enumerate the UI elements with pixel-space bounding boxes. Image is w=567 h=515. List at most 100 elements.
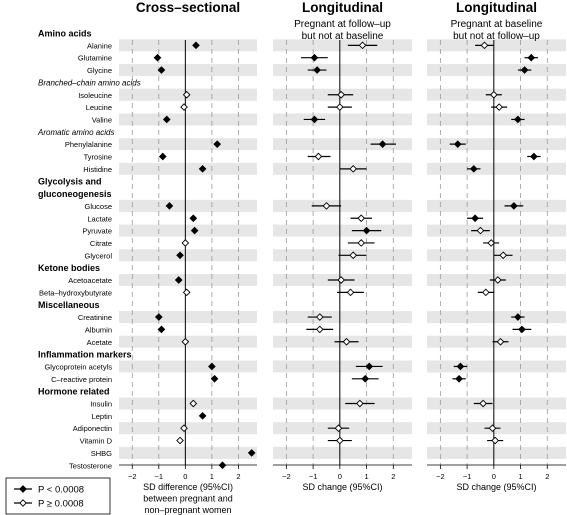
metabolite-label: Creatinine: [78, 313, 112, 322]
nonsignificant-estimate-marker: [479, 399, 487, 408]
nonsignificant-estimate-marker: [335, 103, 344, 111]
row-band: [273, 311, 412, 324]
x-tick-label: 1: [518, 472, 522, 481]
significant-estimate-marker: [189, 214, 198, 223]
group-subheader: Aromatic amino acids: [37, 128, 114, 137]
significant-estimate-marker: [469, 165, 478, 173]
nonsignificant-estimate-marker: [358, 41, 367, 50]
metabolite-label: Leucine: [86, 103, 112, 112]
metabolite-label: Citrate: [90, 239, 112, 248]
x-tick-label: 1: [210, 472, 214, 481]
nonsignificant-estimate-marker: [488, 424, 497, 433]
significant-estimate-marker: [527, 53, 536, 62]
significant-estimate-marker: [518, 325, 526, 334]
significant-estimate-marker: [247, 449, 256, 457]
x-tick-label: 2: [236, 472, 240, 481]
x-axis-label: SD difference (95%CI): [143, 482, 233, 492]
metabolite-label: Alanine: [87, 41, 112, 50]
significant-estimate-marker: [213, 140, 222, 148]
panel-subtitle: but not at follow–up: [453, 31, 540, 42]
x-tick-label: 0: [183, 472, 187, 481]
significant-estimate-marker: [313, 66, 321, 74]
metabolite-label: Albumin: [85, 325, 112, 334]
row-band: [119, 249, 257, 262]
significant-estimate-marker: [157, 325, 166, 334]
metabolite-label: Glutamine: [78, 54, 112, 63]
significant-estimate-marker: [176, 251, 184, 260]
nonsignificant-estimate-marker: [357, 214, 366, 223]
nonsignificant-estimate-marker: [334, 424, 343, 433]
group-header: gluconeogenesis: [38, 189, 112, 199]
legend-filled-diamond-icon: [19, 485, 27, 493]
metabolite-label: Lactate: [87, 214, 112, 223]
row-band: [427, 162, 566, 175]
row-band: [273, 39, 412, 52]
nonsignificant-estimate-marker: [487, 239, 495, 247]
metabolite-label: Tyrosine: [84, 153, 112, 162]
nonsignificant-estimate-marker: [314, 152, 323, 161]
significant-estimate-marker: [378, 140, 387, 148]
x-tick-label: −1: [155, 472, 164, 481]
metabolite-label: Acetate: [87, 338, 112, 347]
significant-estimate-marker: [471, 214, 479, 223]
row-band: [119, 311, 257, 324]
metabolite-label: Glycoprotein acetyls: [44, 362, 112, 371]
group-header: Amino acids: [38, 29, 92, 39]
significant-estimate-marker: [165, 202, 174, 210]
metabolite-label: Leptin: [92, 412, 112, 421]
row-band: [119, 422, 257, 435]
nonsignificant-estimate-marker: [491, 436, 499, 445]
row-band: [273, 113, 412, 126]
nonsignificant-estimate-marker: [182, 90, 191, 99]
significant-estimate-marker: [158, 152, 167, 161]
legend-box: [5, 477, 111, 515]
row-band: [427, 311, 566, 324]
x-axis-label: SD change (95%CI): [302, 482, 382, 492]
nonsignificant-estimate-marker: [315, 325, 324, 334]
significant-estimate-marker: [510, 202, 518, 210]
significant-estimate-marker: [174, 276, 183, 284]
significant-estimate-marker: [310, 115, 319, 124]
significant-estimate-marker: [157, 66, 166, 74]
row-band: [427, 64, 566, 77]
metabolite-label: Glycerol: [84, 251, 112, 260]
panel-title: Cross–sectional: [136, 0, 240, 15]
row-band: [273, 360, 412, 373]
nonsignificant-estimate-marker: [337, 90, 345, 99]
metabolite-label: Beta–hydroxybutyrate: [39, 288, 112, 297]
significant-estimate-marker: [162, 115, 171, 124]
significant-estimate-marker: [310, 53, 319, 62]
nonsignificant-estimate-marker: [322, 202, 331, 210]
significant-estimate-marker: [365, 362, 374, 371]
nonsignificant-estimate-marker: [499, 251, 508, 260]
row-band: [273, 64, 412, 77]
metabolite-label: Glucose: [84, 202, 112, 211]
x-tick-label: 0: [338, 472, 342, 481]
nonsignificant-estimate-marker: [476, 226, 485, 235]
row-band: [427, 397, 566, 410]
panel-subtitle: but not at baseline: [302, 31, 384, 42]
metabolite-label: Histidine: [83, 165, 112, 174]
x-tick-label: −2: [436, 472, 445, 481]
row-band: [427, 446, 566, 459]
nonsignificant-estimate-marker: [181, 337, 190, 346]
significant-estimate-marker: [530, 152, 538, 161]
nonsignificant-estimate-marker: [495, 103, 504, 111]
significant-estimate-marker: [514, 115, 522, 124]
panel-subtitle: Pregnant at follow–up: [294, 19, 391, 30]
significant-estimate-marker: [198, 412, 207, 420]
nonsignificant-estimate-marker: [180, 424, 188, 433]
row-band: [119, 138, 257, 151]
metabolite-label: Phenylalanine: [65, 140, 112, 149]
significant-estimate-marker: [520, 66, 529, 74]
nonsignificant-estimate-marker: [189, 399, 198, 408]
significant-estimate-marker: [210, 374, 219, 383]
nonsignificant-estimate-marker: [335, 436, 344, 445]
significant-estimate-marker: [455, 374, 463, 383]
nonsignificant-estimate-marker: [356, 399, 364, 408]
metabolite-label: Glycine: [87, 66, 112, 75]
row-band: [427, 224, 566, 237]
row-band: [273, 224, 412, 237]
row-band: [119, 274, 257, 286]
significant-estimate-marker: [218, 461, 227, 470]
